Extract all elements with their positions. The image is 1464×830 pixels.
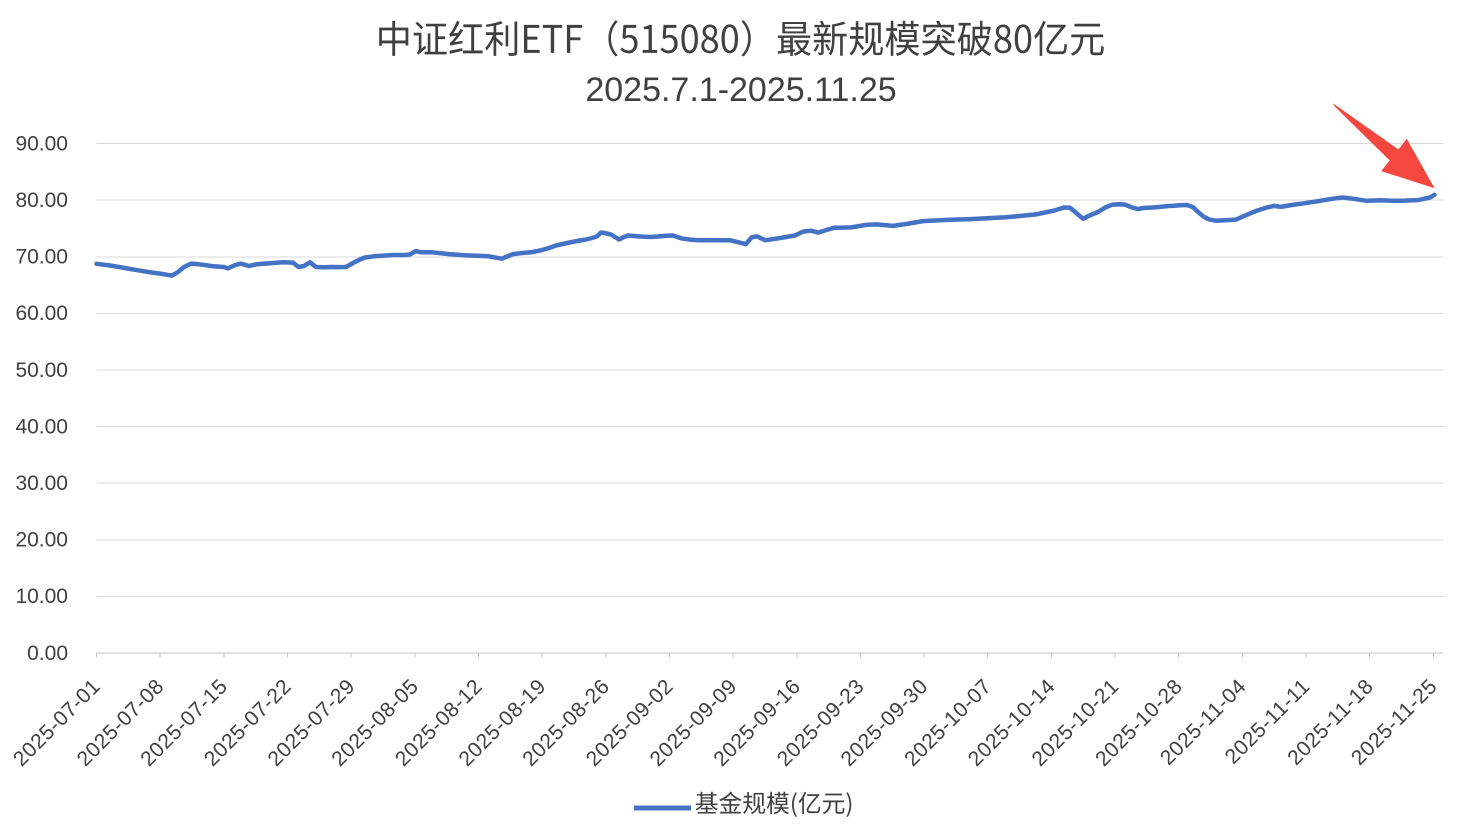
svg-text:20.00: 20.00	[15, 529, 68, 552]
svg-text:90.00: 90.00	[15, 132, 68, 155]
svg-text:60.00: 60.00	[15, 302, 68, 325]
svg-text:2025.7.1-2025.11.25: 2025.7.1-2025.11.25	[585, 71, 896, 109]
svg-text:0.00: 0.00	[27, 642, 68, 665]
svg-text:80.00: 80.00	[15, 189, 68, 212]
svg-text:10.00: 10.00	[15, 585, 68, 608]
svg-text:40.00: 40.00	[15, 415, 68, 438]
svg-text:70.00: 70.00	[15, 246, 68, 269]
svg-text:50.00: 50.00	[15, 359, 68, 382]
svg-text:30.00: 30.00	[15, 472, 68, 495]
